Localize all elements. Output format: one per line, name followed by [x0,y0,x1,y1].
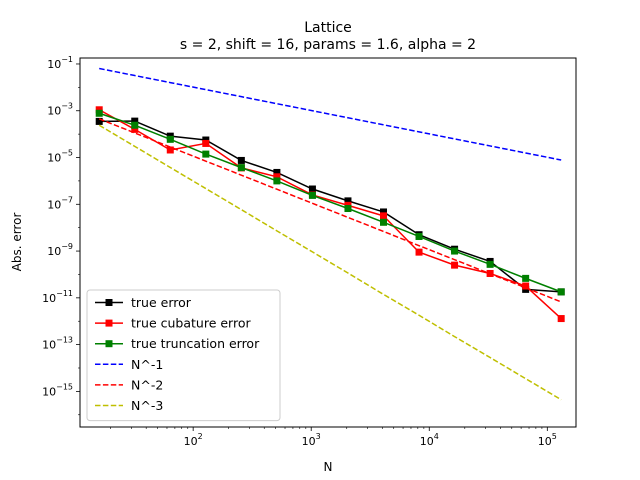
y-tick-label: 10−5 [47,149,73,165]
data-point-true-truncation-error [451,247,459,255]
series-layer [95,67,565,401]
series-line-n-3 [98,124,562,401]
legend-label: N^-3 [131,398,163,413]
data-point-true-cubature-error [202,139,210,147]
y-tick-label: 10−11 [42,289,73,305]
data-point-true-truncation-error [308,191,316,199]
data-point-true-truncation-error [131,121,139,129]
x-tick-label: 102 [184,432,203,448]
data-point-true-truncation-error [273,177,281,185]
legend-marker [105,340,113,348]
legend-box [86,289,281,422]
data-point-true-truncation-error [380,218,387,226]
plot-frame [79,57,577,428]
legend-marker [105,299,113,306]
x-tick-label: 103 [302,432,321,448]
data-point-true-cubature-error [557,315,565,323]
legend-label: true error [131,295,192,310]
chart-title: Lattice [304,20,352,36]
data-point-true-truncation-error [344,205,352,213]
data-point-true-error [237,156,245,164]
y-axis-label: Abs. error [10,213,24,272]
series-true-truncation-error [95,109,565,296]
legend-label: true cubature error [131,316,251,331]
series-line-n-1 [99,67,562,161]
data-point-true-error [131,117,139,125]
data-point-true-cubature-error [131,125,139,133]
data-point-true-truncation-error [237,164,245,172]
legend: true error true cubature error true trunca… [86,289,281,422]
legend-item-n-1: N^-1 [95,357,163,372]
chart-subtitle: s = 2, shift = 16, params = 1.6, alpha =… [180,37,476,53]
series-n-3 [98,124,562,401]
series-n-1 [99,67,562,161]
legend-label: N^-1 [131,357,163,372]
data-point-true-truncation-error [202,150,210,158]
data-point-true-truncation-error [415,232,423,240]
data-point-true-truncation-error [522,274,530,282]
legend-item-n-2: N^-2 [95,377,163,392]
x-axis-label: N [324,460,333,474]
legend-item-n-3: N^-3 [95,398,163,413]
legend-item-true-truncation-error: true truncation error [95,336,260,351]
series-n-2 [98,118,562,303]
legend-item-true-cubature-error: true cubature error [95,316,251,331]
data-point-true-truncation-error [486,260,494,268]
y-tick-label: 10−7 [47,195,73,211]
x-tick-label: 105 [538,432,557,448]
legend-label: true truncation error [131,336,260,351]
y-tick-label: 10−3 [47,102,73,118]
data-point-true-error [273,168,281,176]
data-point-true-cubature-error [451,261,459,269]
y-tick-label: 10−13 [42,336,73,352]
data-point-true-truncation-error [95,109,103,117]
data-point-true-truncation-error [166,135,174,143]
data-point-true-error [380,208,387,216]
y-tick-label: 10−9 [47,242,73,258]
axes-layer: 102 103 104 105 10−15 10−13 10−11 10−9 10−7 10−5 1… [42,55,557,448]
data-point-true-error [344,197,352,205]
series-line-true-error [99,120,562,293]
series-line-n-2 [98,118,562,303]
data-point-true-cubature-error [273,173,281,181]
data-point-true-cubature-error [415,248,423,256]
legend-marker [105,319,113,327]
series-line-true-truncation-error [98,112,562,293]
data-point-true-truncation-error [557,288,565,296]
data-point-true-cubature-error [522,282,530,290]
x-tick-label: 104 [420,432,439,448]
legend-item-true-error: true error [95,295,192,310]
data-point-true-cubature-error [166,146,174,154]
data-point-true-cubature-error [380,212,387,220]
data-point-true-error [308,185,316,193]
y-tick-label: 10−1 [47,55,73,71]
legend-label: N^-2 [131,377,163,392]
data-point-true-error [95,117,103,125]
y-tick-label: 10−15 [42,382,73,398]
